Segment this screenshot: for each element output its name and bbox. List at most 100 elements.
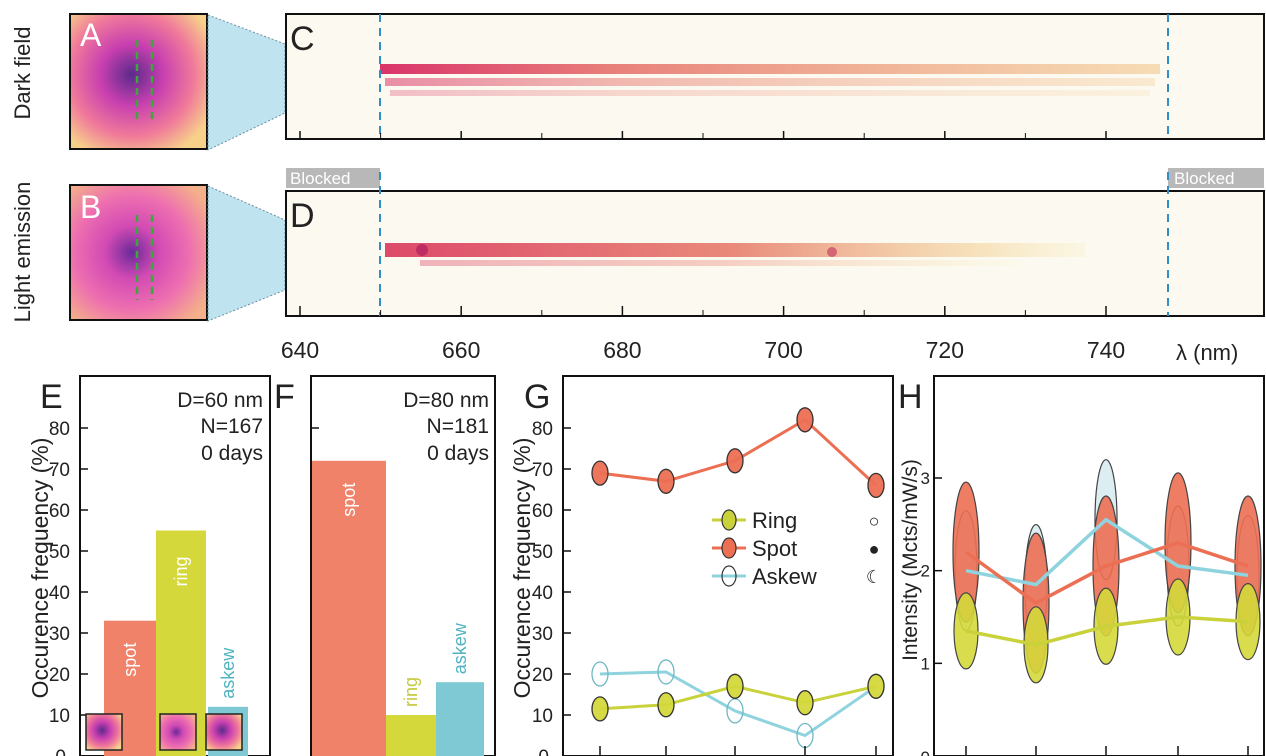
light-emission-image [69,184,208,321]
panel-a-side-label: Dark field [10,27,35,120]
y-tick-label: 60 [532,501,553,522]
panel-e-age: 0 days [201,442,263,465]
zoom-fan-b [207,185,286,322]
panel-g-letter: G [524,378,550,416]
legend-label-spot: Spot [752,536,797,561]
wavelength-tick-label: 640 [281,337,319,363]
bar-askew [436,682,484,756]
y-tick-label: 80 [532,419,553,440]
panel-h-yaxis: 0 1 2 3 [921,469,942,756]
point-askew [591,661,609,687]
blocked-left: Blocked [286,168,380,188]
thumbnail-ring [159,713,197,751]
y-tick-label: 0 [921,748,930,756]
bar-label-askew: askew [218,647,238,699]
bar-spot [312,460,386,756]
legend-marker [721,565,737,587]
legend-marker [721,509,737,531]
panel-e-ylabel: Occurence frequency (%) [27,438,53,699]
dark-field-image [69,13,208,150]
y-tick-label: 50 [532,542,553,563]
bar-label-spot: spot [339,483,359,517]
spectrum-c-frame [285,13,1265,140]
series-line-spot-intensity [964,541,1249,606]
y-tick-label: 20 [532,665,553,686]
zoom-fan-a [207,14,286,151]
panel-h-ylabel: Intensity (Mcts/mW/s) [899,459,922,661]
panel-g-ylabel: Occurence frequency (%) [509,438,535,699]
y-tick-label: 50 [49,542,70,563]
series-line-ring-intensity [965,615,1249,647]
panel-g-yaxis: 0 10 20 30 40 50 60 70 80 [532,419,571,756]
panel-b: Light emission B [10,182,208,323]
y-tick-label: 40 [49,583,70,604]
point-spot [796,407,814,433]
thumbnail-spot [85,713,123,751]
wavelength-tick-label: 660 [442,337,480,363]
panel-h-letter: H [898,378,923,416]
panel-f-count: N=181 [427,415,489,438]
y-tick-label: 10 [532,706,553,727]
point-spot [591,460,609,486]
thumbnail-askew [205,713,243,751]
series-line-askew-intensity [965,517,1249,587]
y-tick-label: 70 [532,460,553,481]
wavelength-tick-label: 720 [926,337,964,363]
panel-f-letter: F [274,378,295,416]
panel-e: E Occurence frequency (%) D=60 nm N=167 … [27,375,271,756]
point-spot [657,468,675,494]
panel-b-side-label: Light emission [10,182,35,323]
point-ring [591,696,609,722]
panel-e-frame [79,375,271,756]
emission-hotspot [416,244,428,256]
y-tick-label: 20 [49,665,70,686]
y-tick-label: 60 [49,501,70,522]
panel-f-diameter: D=80 nm [403,389,489,412]
spectrum-d-band [385,243,1085,257]
point-ring [657,692,675,718]
y-tick-label: 80 [49,419,70,440]
series-line-askew [599,670,877,738]
blocked-right: Blocked [1168,168,1264,188]
bar-label-ring: ring [401,677,421,707]
panel-g-legend: Ring ○ Spot ● Askew ☾ [712,508,882,589]
panel-e-count: N=167 [201,415,263,438]
point-ring [726,673,744,699]
y-tick-label: 2 [921,562,930,581]
panel-e-letter: E [40,378,63,416]
panel-c: C [285,13,1265,140]
bar-label-ring: ring [171,556,191,586]
panel-g: G Occurence frequency (%) 0 10 20 30 40 50 60 7… [509,375,894,756]
point-askew [657,659,675,685]
panel-g-series [591,407,885,756]
panel-e-yaxis: 0 10 20 30 40 50 60 70 80 [49,419,88,756]
panel-f-bars: spot ring askew [312,460,484,756]
legend-label-askew: Askew [752,564,817,589]
spectrum-c-band [390,90,1150,96]
panel-b-letter: B [80,189,101,225]
y-tick-label: 70 [49,460,70,481]
panel-d: D [285,172,1265,317]
y-tick-label: 0 [538,747,549,756]
wavelength-axis: 640 660 680 700 720 740 [281,131,1125,363]
point-spot [867,472,885,499]
bar-label-spot: spot [120,643,140,677]
panel-a-letter: A [80,17,102,53]
spectrum-c-band [385,78,1155,86]
spectrum-c-band [380,64,1160,74]
y-tick-label: 30 [49,624,70,645]
panel-f-frame [310,375,496,756]
legend-symbol: ☾ [866,567,882,587]
panel-h: H Intensity (Mcts/mW/s) 0 1 2 3 [898,375,1265,756]
panel-h-frame [933,375,1265,756]
legend-symbol: ○ [869,511,880,531]
point-spot [726,448,744,474]
panel-f-age: 0 days [427,442,489,465]
y-tick-label: 0 [55,747,66,756]
legend-symbol: ● [869,539,880,559]
bar-label-askew: askew [450,622,470,674]
emission-hotspot [827,247,837,257]
spectrum-d-band [420,260,1020,266]
legend-marker [721,537,737,559]
